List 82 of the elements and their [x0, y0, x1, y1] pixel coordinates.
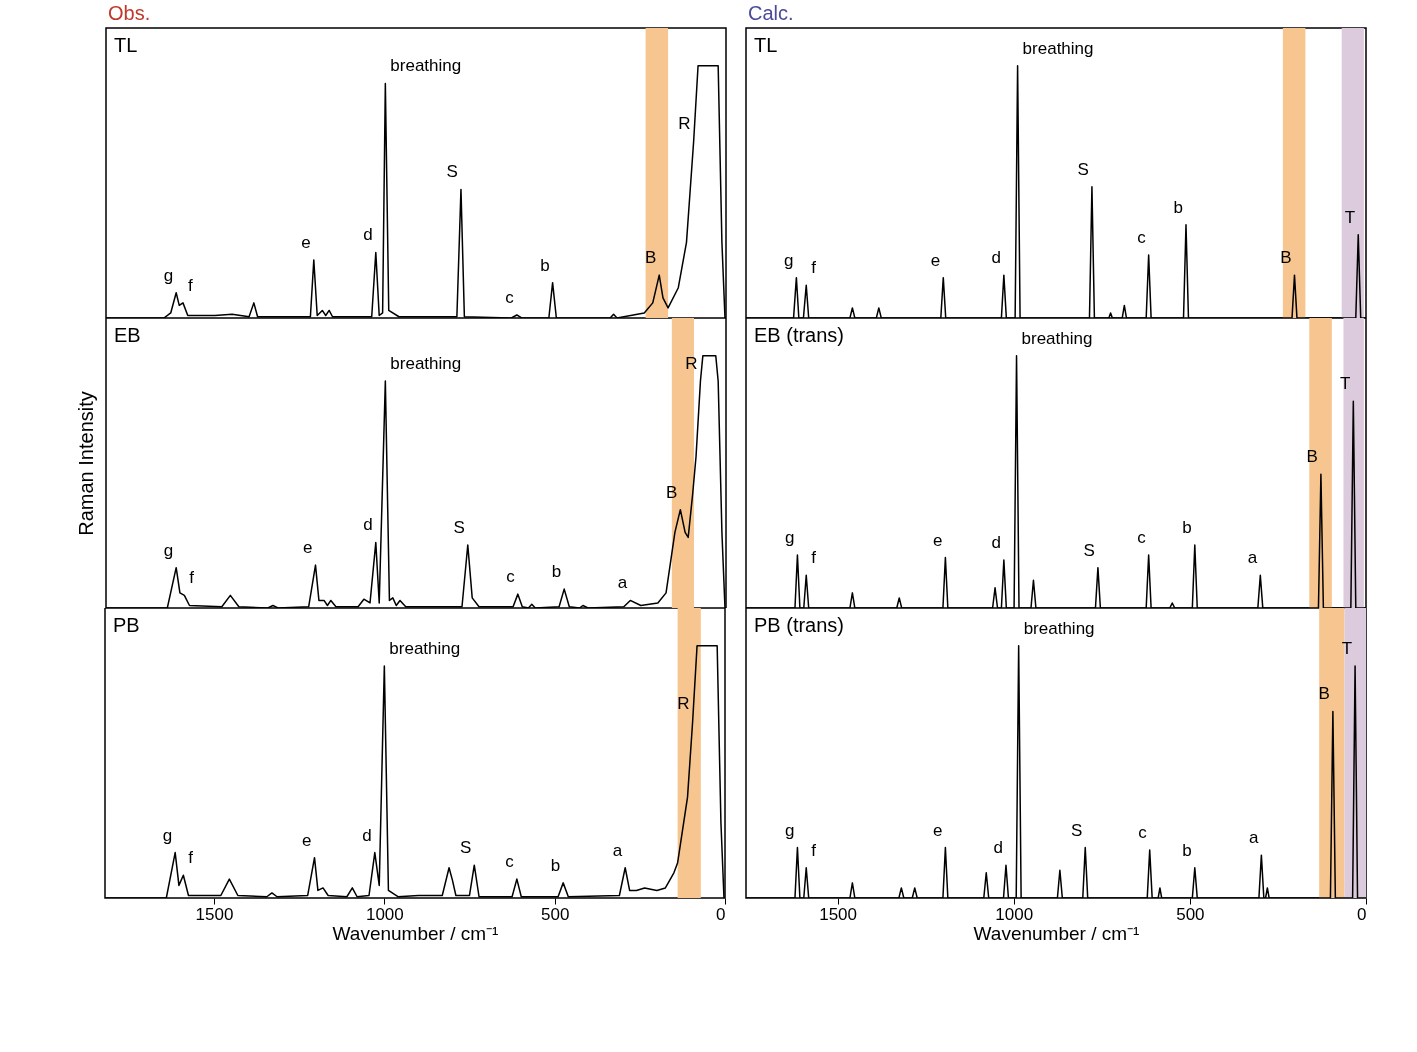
annotation: c	[505, 287, 515, 307]
annotation: e	[932, 820, 943, 840]
annotation: e	[302, 830, 312, 850]
annotation: B	[1280, 248, 1292, 268]
annotation: d	[363, 225, 373, 245]
annotation: f	[188, 848, 194, 868]
annotation: R	[685, 354, 698, 374]
annotation: c	[1137, 528, 1147, 548]
annotation: g	[783, 250, 794, 270]
annotation: f	[187, 275, 193, 295]
annotation: d	[991, 533, 1001, 553]
x-tick-label: 500	[540, 904, 570, 924]
annotation: a	[617, 573, 628, 593]
annotation: f	[811, 548, 817, 568]
annotation: breathing	[1021, 328, 1093, 348]
text: Calc.	[748, 2, 794, 24]
annotation: b	[1182, 840, 1192, 860]
x-axis-title: Wavenumber / cm⁻¹	[332, 922, 499, 944]
annotation: T	[1341, 639, 1353, 658]
annotation: T	[1339, 374, 1351, 394]
annotation: R	[677, 694, 690, 714]
annotation: breathing	[389, 639, 461, 658]
annotation: a	[612, 840, 623, 860]
annotation: B	[1318, 684, 1330, 704]
annotation: f	[811, 840, 817, 860]
annotation: c	[506, 567, 516, 587]
annotation: f	[189, 568, 195, 588]
annotation: c	[1138, 823, 1148, 843]
chart-title: PB	[113, 614, 140, 636]
chart-title: EB (trans)	[754, 324, 845, 346]
annotation: breathing	[1022, 38, 1094, 58]
annotation: g	[784, 820, 795, 840]
annotation: d	[363, 515, 373, 535]
x-tick-label: 1500	[195, 904, 234, 924]
chart-title: TL	[754, 34, 778, 56]
annotation: S	[1083, 540, 1095, 560]
annotation: g	[163, 265, 174, 285]
annotation: S	[446, 162, 458, 182]
x-tick-label: 500	[1176, 904, 1205, 924]
text: Obs.	[108, 2, 151, 24]
chart-title: TL	[114, 34, 138, 56]
x-tick-label: 1000	[995, 904, 1034, 924]
chart-title: PB (trans)	[754, 614, 845, 636]
annotation: B	[644, 248, 657, 268]
annotation: b	[551, 562, 562, 582]
annotation: d	[993, 838, 1003, 858]
annotation: g	[162, 825, 173, 845]
annotation: d	[991, 248, 1001, 268]
annotation: breathing	[390, 354, 462, 374]
annotation: S	[453, 517, 465, 537]
x-tick-label: 1000	[365, 904, 404, 924]
annotation: e	[932, 530, 943, 550]
annotation: e	[303, 538, 313, 558]
chart-title: EB	[114, 324, 141, 346]
x-tick-label: 0	[716, 904, 726, 924]
annotation: b	[1173, 197, 1183, 217]
annotation: b	[540, 255, 550, 275]
annotation: f	[811, 258, 817, 278]
annotation: a	[1247, 548, 1258, 568]
x-tick-label: 0	[1357, 904, 1367, 924]
annotation: g	[163, 540, 174, 560]
y-axis-title: Raman Intensity	[74, 391, 97, 536]
annotation: e	[930, 250, 941, 270]
annotation: breathing	[1023, 618, 1095, 638]
annotation: T	[1344, 207, 1356, 227]
annotation: d	[362, 825, 372, 845]
annotation: c	[505, 852, 515, 872]
annotation: a	[1248, 828, 1259, 848]
annotation: S	[1070, 820, 1083, 840]
annotation: breathing	[390, 56, 462, 76]
x-axis-title: Wavenumber / cm⁻¹	[973, 922, 1140, 944]
annotation: e	[301, 233, 311, 252]
x-tick-label: 1500	[819, 904, 858, 924]
annotation: g	[784, 528, 795, 548]
annotation: S	[459, 838, 472, 858]
annotation: b	[1182, 517, 1192, 537]
annotation: c	[1137, 227, 1147, 247]
annotation: R	[678, 114, 691, 134]
annotation: S	[1077, 159, 1089, 179]
annotation: b	[550, 855, 561, 875]
annotation: B	[1306, 447, 1318, 467]
annotation: B	[666, 482, 678, 502]
